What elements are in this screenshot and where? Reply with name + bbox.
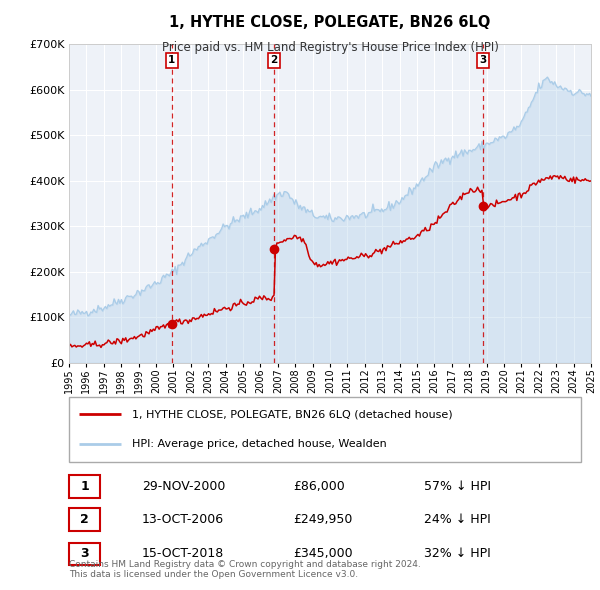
FancyBboxPatch shape — [69, 543, 100, 565]
Text: 2: 2 — [80, 513, 89, 526]
FancyBboxPatch shape — [69, 396, 581, 462]
Text: 32% ↓ HPI: 32% ↓ HPI — [424, 548, 491, 560]
FancyBboxPatch shape — [69, 509, 100, 531]
Text: 1: 1 — [168, 55, 175, 65]
Text: £345,000: £345,000 — [293, 548, 353, 560]
Text: 15-OCT-2018: 15-OCT-2018 — [142, 548, 224, 560]
Text: HPI: Average price, detached house, Wealden: HPI: Average price, detached house, Weal… — [131, 439, 386, 449]
Text: 1, HYTHE CLOSE, POLEGATE, BN26 6LQ: 1, HYTHE CLOSE, POLEGATE, BN26 6LQ — [169, 15, 491, 30]
Text: Contains HM Land Registry data © Crown copyright and database right 2024.
This d: Contains HM Land Registry data © Crown c… — [69, 560, 421, 579]
Text: 1, HYTHE CLOSE, POLEGATE, BN26 6LQ (detached house): 1, HYTHE CLOSE, POLEGATE, BN26 6LQ (deta… — [131, 409, 452, 419]
Text: 29-NOV-2000: 29-NOV-2000 — [142, 480, 226, 493]
Text: 3: 3 — [80, 548, 89, 560]
Text: 3: 3 — [479, 55, 487, 65]
Text: 57% ↓ HPI: 57% ↓ HPI — [424, 480, 491, 493]
FancyBboxPatch shape — [69, 476, 100, 498]
Text: 13-OCT-2006: 13-OCT-2006 — [142, 513, 224, 526]
Text: 1: 1 — [80, 480, 89, 493]
Text: 2: 2 — [271, 55, 278, 65]
Text: £249,950: £249,950 — [293, 513, 353, 526]
Text: £86,000: £86,000 — [293, 480, 345, 493]
Text: 24% ↓ HPI: 24% ↓ HPI — [424, 513, 491, 526]
Text: Price paid vs. HM Land Registry's House Price Index (HPI): Price paid vs. HM Land Registry's House … — [161, 41, 499, 54]
